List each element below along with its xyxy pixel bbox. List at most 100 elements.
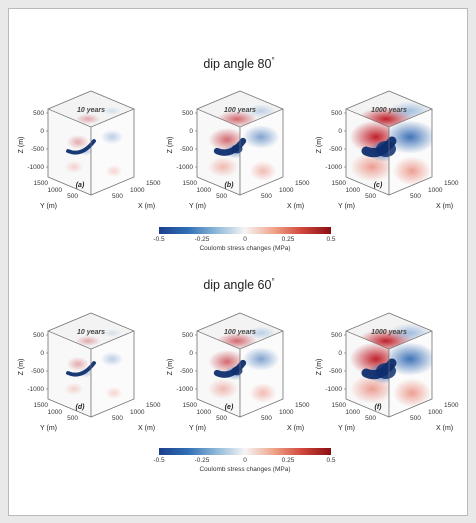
years-label: 100 years <box>224 329 256 336</box>
y-tick: 1000 <box>48 187 63 194</box>
panel-label: (a) <box>76 182 85 189</box>
cube-panel-c: 500 0 -500 -1000 Z (m) 1500 1000 500 Y (m) 1500 10… <box>314 79 464 214</box>
cube-panel-f: 500 0 -500 -1000 Z (m) 1500 1000 500 Y (m) 1500 10… <box>314 301 464 436</box>
z-tick: 500 <box>331 332 342 339</box>
y-tick: 500 <box>67 193 78 200</box>
y-axis-label: Y (m) <box>40 425 57 432</box>
y-axis-label: Y (m) <box>338 203 355 210</box>
cube-panel-d: 500 0 -500 -1000 Z (m) 1500 1000 500 Y (m) 1500 10… <box>16 301 166 436</box>
colorbar-ticks: -0.5 -0.25 0 0.25 0.5 <box>153 236 335 244</box>
section-title-dip-80: dip angle 80° <box>203 56 275 72</box>
z-tick: 0 <box>40 350 44 357</box>
y-tick: 1000 <box>197 409 212 416</box>
colorbar-tick: -0.5 <box>153 236 165 243</box>
z-axis-label: Z (m) <box>167 359 174 376</box>
section-title-dip-60: dip angle 60° <box>203 277 275 293</box>
x-tick: 1000 <box>130 409 145 416</box>
x-tick: 1500 <box>295 402 310 409</box>
y-tick: 1000 <box>346 409 361 416</box>
y-tick: 1500 <box>332 402 347 409</box>
x-tick: 500 <box>112 193 123 200</box>
y-tick: 1500 <box>183 402 198 409</box>
y-tick: 1500 <box>332 180 347 187</box>
years-label: 100 years <box>224 107 256 114</box>
x-axis-label: X (m) <box>138 203 155 210</box>
cube-panel-e: 500 0 -500 -1000 Z (m) 1500 1000 500 Y (m) 1500 10… <box>165 301 315 436</box>
z-tick: 500 <box>331 110 342 117</box>
y-tick: 500 <box>365 415 376 422</box>
y-tick: 500 <box>216 415 227 422</box>
x-tick: 1500 <box>146 180 161 187</box>
figure-page: dip angle 80° 500 0 -500 -1000 Z (m) 1500 1000… <box>8 8 468 516</box>
y-tick: 1500 <box>34 402 49 409</box>
y-tick: 500 <box>216 193 227 200</box>
x-axis-label: X (m) <box>436 203 453 210</box>
panel-label: (f) <box>375 404 383 411</box>
colorbar-top: -0.5 -0.25 0 0.25 0.5 Coulomb stress cha… <box>149 227 339 263</box>
x-axis-label: X (m) <box>436 425 453 432</box>
z-tick: -500 <box>180 368 193 375</box>
years-label: 1000 years <box>371 329 407 336</box>
colorbar-gradient <box>159 227 331 234</box>
y-tick: 500 <box>365 193 376 200</box>
z-tick: -1000 <box>325 164 342 171</box>
z-axis-label: Z (m) <box>167 137 174 154</box>
y-tick: 500 <box>67 415 78 422</box>
y-tick: 1500 <box>34 180 49 187</box>
colorbar-tick: 0.25 <box>281 236 295 243</box>
y-tick: 1000 <box>197 187 212 194</box>
years-label: 10 years <box>77 107 105 114</box>
x-tick: 1500 <box>444 402 459 409</box>
y-tick: 1500 <box>183 180 198 187</box>
x-tick: 1000 <box>279 187 294 194</box>
z-axis-label: Z (m) <box>18 359 25 376</box>
colorbar-label: Coulomb stress changes (MPa) <box>199 466 291 473</box>
cube-panel-a: 500 0 -500 -1000 Z (m) 1500 1000 500 Y (m) 1500 10… <box>16 79 166 214</box>
years-label: 10 years <box>77 329 105 336</box>
panel-label: (d) <box>76 404 86 411</box>
panel-label: (b) <box>225 182 235 189</box>
x-tick: 500 <box>112 415 123 422</box>
z-tick: -500 <box>180 146 193 153</box>
z-tick: -500 <box>329 368 342 375</box>
x-tick: 1500 <box>295 180 310 187</box>
z-tick: 0 <box>189 350 193 357</box>
x-tick: 1500 <box>146 402 161 409</box>
colorbar-tick: 0 <box>243 236 247 243</box>
x-tick: 1500 <box>444 180 459 187</box>
z-tick: -1000 <box>176 164 193 171</box>
colorbar-tick: -0.25 <box>194 236 210 243</box>
colorbar-tick: 0.5 <box>326 457 336 464</box>
x-tick: 500 <box>410 193 421 200</box>
colorbar-tick: 0.5 <box>326 236 336 243</box>
y-axis-label: Y (m) <box>189 203 206 210</box>
z-axis-label: Z (m) <box>18 137 25 154</box>
z-tick: 0 <box>338 128 342 135</box>
panel-label: (e) <box>225 404 234 411</box>
colorbar-tick: 0 <box>243 457 247 464</box>
panel-label: (c) <box>374 182 383 189</box>
z-tick: -1000 <box>176 386 193 393</box>
z-tick: 0 <box>338 350 342 357</box>
z-tick: -500 <box>31 146 44 153</box>
x-tick: 500 <box>261 415 272 422</box>
colorbar-gradient <box>159 448 331 455</box>
colorbar-tick: -0.25 <box>194 457 210 464</box>
z-tick: 0 <box>189 128 193 135</box>
y-axis-label: Y (m) <box>338 425 355 432</box>
colorbar-label: Coulomb stress changes (MPa) <box>199 245 291 252</box>
x-tick: 1000 <box>428 187 443 194</box>
cube-panel-b: 500 0 -500 -1000 Z (m) 1500 1000 500 Y (m) 1500 10… <box>165 79 315 214</box>
z-tick: -1000 <box>27 386 44 393</box>
z-tick: 500 <box>182 110 193 117</box>
y-tick: 1000 <box>48 409 63 416</box>
z-tick: 500 <box>182 332 193 339</box>
colorbar-ticks: -0.5 -0.25 0 0.25 0.5 <box>153 457 335 465</box>
x-tick: 500 <box>261 193 272 200</box>
z-tick: -500 <box>31 368 44 375</box>
x-axis-label: X (m) <box>287 203 304 210</box>
x-tick: 1000 <box>130 187 145 194</box>
colorbar-bottom: -0.5 -0.25 0 0.25 0.5 Coulomb stress cha… <box>149 448 339 484</box>
x-axis-label: X (m) <box>287 425 304 432</box>
z-tick: 0 <box>40 128 44 135</box>
